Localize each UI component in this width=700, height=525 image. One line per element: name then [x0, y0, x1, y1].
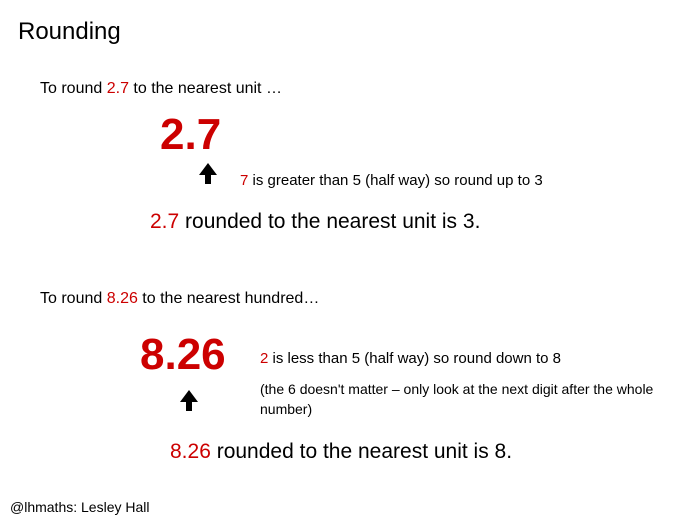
- example2-big-number: 8.26: [140, 330, 226, 380]
- footer-credit: @lhmaths: Lesley Hall: [10, 499, 150, 515]
- intro-number: 2.7: [107, 80, 129, 97]
- intro-text-post: to the nearest unit …: [129, 80, 282, 97]
- intro-text-pre: To round: [40, 80, 107, 97]
- explain-text: is greater than 5 (half way) so round up…: [248, 172, 542, 189]
- result-number: 2.7: [150, 210, 179, 233]
- page-title: Rounding: [18, 18, 121, 46]
- result-text: rounded to the nearest unit is 8.: [211, 440, 512, 463]
- example1-intro: To round 2.7 to the nearest unit …: [40, 80, 282, 98]
- result-text: rounded to the nearest unit is 3.: [179, 210, 480, 233]
- intro-number: 8.26: [107, 290, 138, 307]
- explain-text: is less than 5 (half way) so round down …: [268, 350, 561, 367]
- intro-text-post: to the nearest hundred…: [138, 290, 319, 307]
- example2-result: 8.26 rounded to the nearest unit is 8.: [170, 440, 512, 464]
- up-arrow-icon: [199, 163, 217, 175]
- result-number: 8.26: [170, 440, 211, 463]
- example1-big-number: 2.7: [160, 110, 221, 160]
- example2-intro: To round 8.26 to the nearest hundred…: [40, 290, 319, 308]
- intro-text-pre: To round: [40, 290, 107, 307]
- example2-explanation: 2 is less than 5 (half way) so round dow…: [260, 350, 561, 367]
- example2-note: (the 6 doesn't matter – only look at the…: [260, 380, 660, 419]
- example1-explanation: 7 is greater than 5 (half way) so round …: [240, 172, 543, 189]
- example1-result: 2.7 rounded to the nearest unit is 3.: [150, 210, 480, 234]
- up-arrow-icon: [180, 390, 198, 402]
